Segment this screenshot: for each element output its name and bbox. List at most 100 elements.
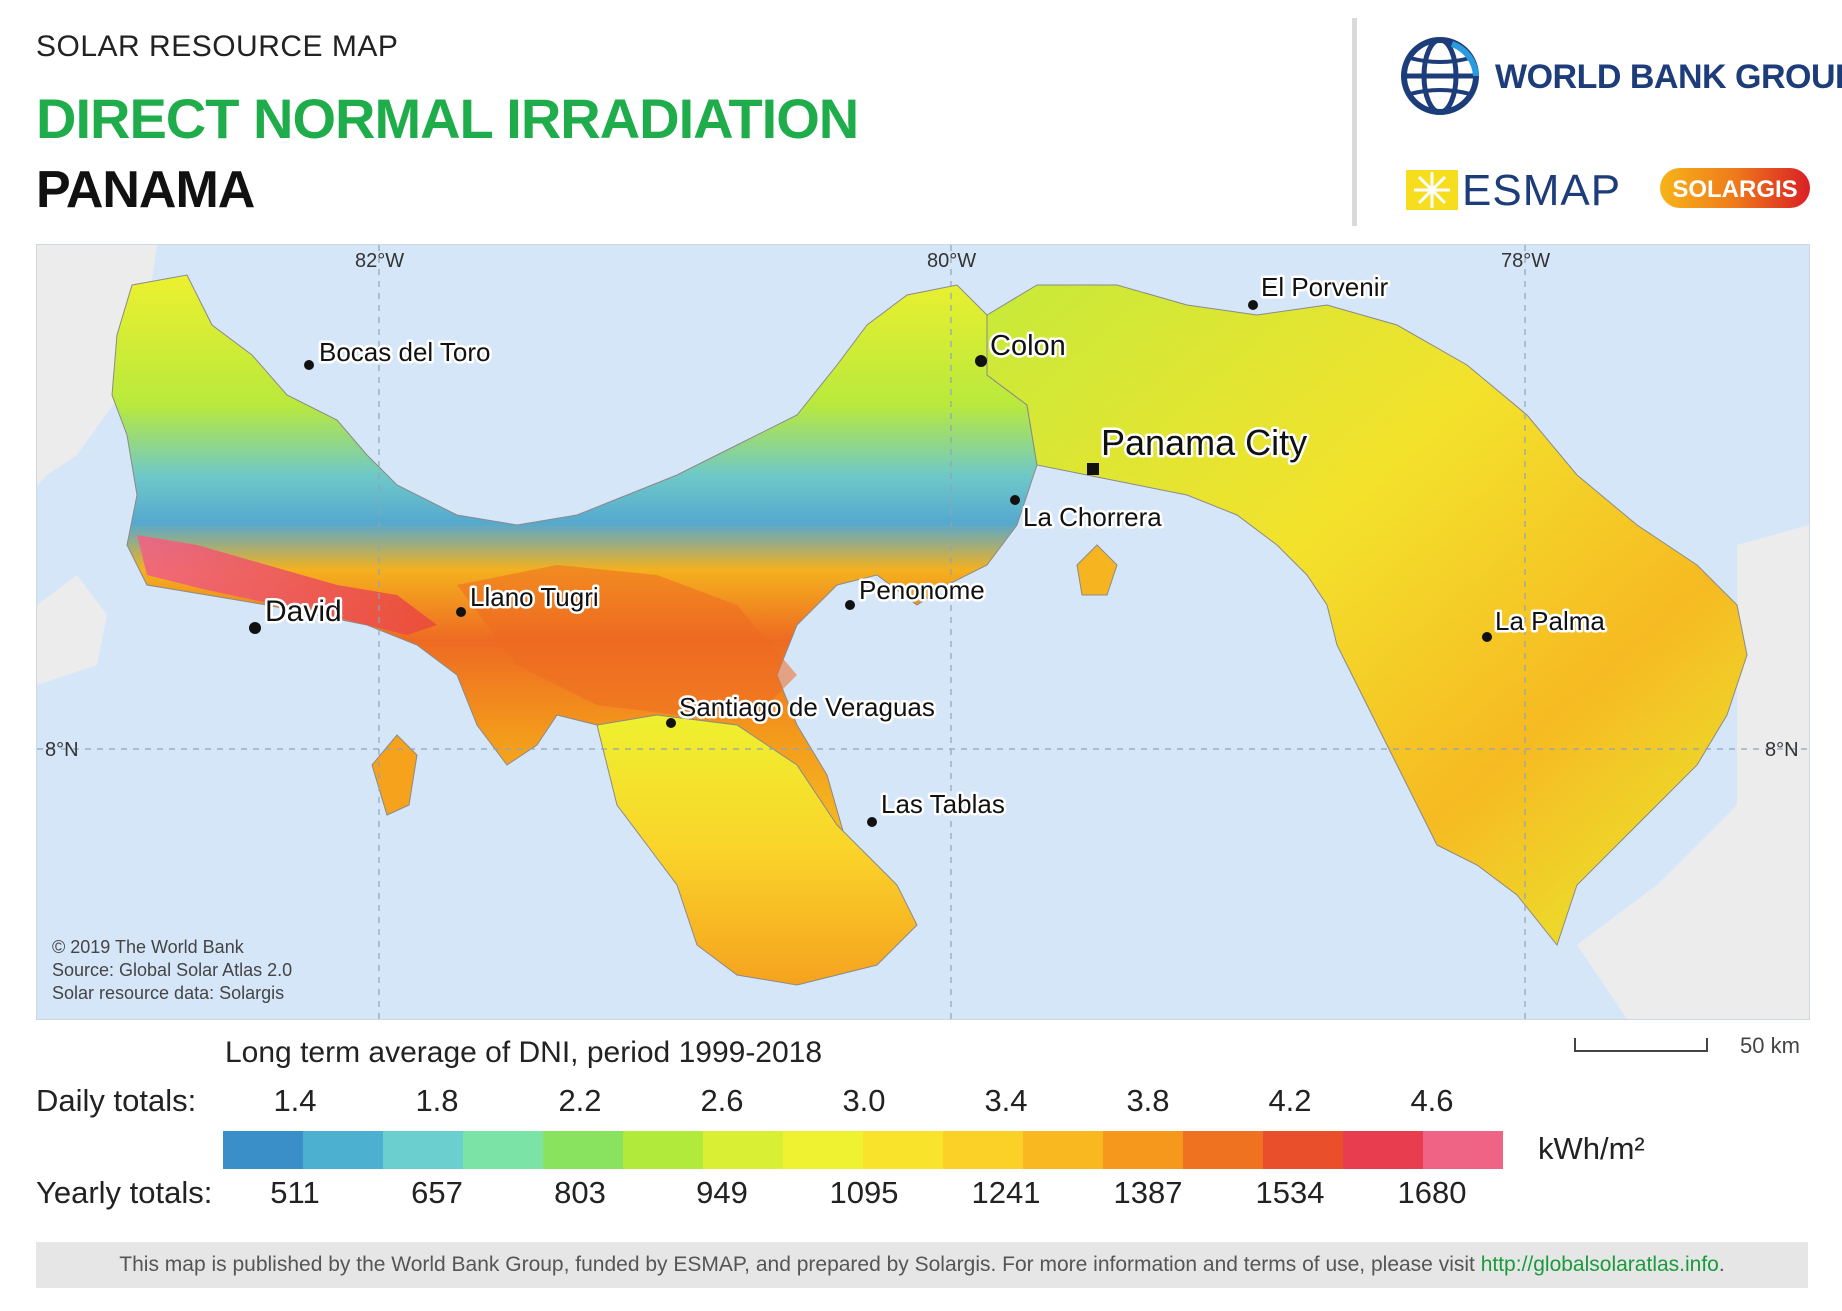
city-label: Colon xyxy=(990,330,1066,362)
legend-colorbar xyxy=(223,1131,1503,1169)
legend-swatch xyxy=(703,1131,783,1169)
solargis-logo: SOLARGIS xyxy=(1660,168,1810,208)
credit-line: Solar resource data: Solargis xyxy=(52,983,285,1003)
footer-text: This map is published by the World Bank … xyxy=(119,1253,1481,1276)
yearly-tick: 657 xyxy=(411,1175,463,1210)
city-marker xyxy=(867,817,877,827)
globe-icon xyxy=(1401,37,1479,115)
daily-tick: 3.8 xyxy=(1126,1083,1170,1118)
city-marker xyxy=(1010,495,1020,505)
city-el-porvenir[interactable]: El Porvenir xyxy=(1248,270,1391,310)
city-label: El Porvenir xyxy=(1261,272,1388,302)
graticule xyxy=(37,245,1809,1019)
panama-east-landmass xyxy=(986,284,1748,947)
coiba-island xyxy=(371,734,418,816)
credit-line: Source: Global Solar Atlas 2.0 xyxy=(52,960,293,980)
city-label: Bocas del Toro xyxy=(319,337,491,367)
footer-note: This map is published by the World Bank … xyxy=(36,1242,1808,1288)
lon-label-80w: 80°W xyxy=(927,250,976,272)
legend-swatch xyxy=(1183,1131,1263,1169)
world-bank-logo: WORLD BANK GROUP xyxy=(1400,36,1842,122)
yearly-tick: 1680 xyxy=(1397,1175,1467,1210)
daily-tick: 4.6 xyxy=(1410,1083,1454,1118)
legend-swatch xyxy=(1023,1131,1103,1169)
city-marker xyxy=(1248,300,1258,310)
legend-unit: kWh/m² xyxy=(1538,1131,1645,1166)
map-supertitle: SOLAR RESOURCE MAP xyxy=(36,30,399,63)
city-label: Llano Tugri xyxy=(470,582,599,612)
legend-swatch xyxy=(463,1131,543,1169)
city-marker xyxy=(249,622,261,634)
atlas-link[interactable]: http://globalsolaratlas.info xyxy=(1480,1253,1719,1276)
daily-totals-label: Daily totals: xyxy=(36,1083,197,1118)
footer-end: . xyxy=(1718,1253,1725,1276)
sunburst-icon xyxy=(1406,170,1458,210)
yearly-tick: 1387 xyxy=(1113,1175,1183,1210)
city-llano-tugri[interactable]: Llano Tugri xyxy=(456,580,601,617)
legend-swatch xyxy=(943,1131,1023,1169)
city-marker xyxy=(975,355,987,367)
city-la-palma[interactable]: La Palma xyxy=(1482,604,1608,642)
legend-swatch xyxy=(223,1131,303,1169)
azuero-peninsula xyxy=(596,714,918,986)
map-canvas: 82°W 80°W 78°W 8°N 8°N Bocas del Toro Co… xyxy=(37,245,1809,1019)
city-bocas-del-toro[interactable]: Bocas del Toro xyxy=(304,335,493,370)
credit-line: © 2019 The World Bank xyxy=(52,937,244,957)
daily-tick: 2.2 xyxy=(558,1083,602,1118)
esmap-wordmark: ESMAP xyxy=(1462,166,1622,215)
legend-swatch xyxy=(863,1131,943,1169)
city-label: Panama City xyxy=(1101,422,1307,463)
legend-swatch xyxy=(303,1131,383,1169)
city-marker xyxy=(1482,632,1492,642)
yearly-tick: 949 xyxy=(696,1175,748,1210)
city-las-tablas[interactable]: Las Tablas xyxy=(867,787,1007,827)
country-title: PANAMA xyxy=(36,161,255,219)
daily-tick: 1.4 xyxy=(273,1083,317,1118)
daily-tick: 2.6 xyxy=(700,1083,744,1118)
city-santiago-de-veraguas[interactable]: Santiago de Veraguas xyxy=(666,690,937,728)
scale-bar xyxy=(1574,1038,1708,1052)
costa-rica-landmass-south xyxy=(37,575,107,685)
map-credits: © 2019 The World Bank Source: Global Sol… xyxy=(52,936,292,1005)
city-panama-city[interactable]: Panama City xyxy=(1087,420,1310,475)
legend-swatch xyxy=(623,1131,703,1169)
pearl-islands xyxy=(1076,544,1118,596)
solar-map: 82°W 80°W 78°W 8°N 8°N Bocas del Toro Co… xyxy=(36,244,1810,1020)
legend-swatch xyxy=(1263,1131,1343,1169)
legend-swatch xyxy=(1343,1131,1423,1169)
yearly-tick: 511 xyxy=(270,1175,320,1210)
city-david[interactable]: David xyxy=(249,593,344,634)
city-colon[interactable]: Colon xyxy=(975,328,1068,367)
city-la-chorrera[interactable]: La Chorrera xyxy=(1010,495,1165,535)
city-label: Santiago de Veraguas xyxy=(679,692,935,722)
colombia-landmass xyxy=(1577,525,1809,1019)
daily-tick: 4.2 xyxy=(1268,1083,1312,1118)
city-label: La Chorrera xyxy=(1023,502,1162,532)
city-label: David xyxy=(265,595,342,628)
southern-orange-zone xyxy=(457,565,797,715)
daily-tick: 1.8 xyxy=(415,1083,459,1118)
capital-marker xyxy=(1087,463,1099,475)
daily-tick: 3.0 xyxy=(842,1083,886,1118)
yearly-tick: 803 xyxy=(554,1175,606,1210)
lat-label-8n-right: 8°N xyxy=(1765,739,1799,761)
lat-label-8n-left: 8°N xyxy=(45,739,79,761)
legend-swatch xyxy=(383,1131,463,1169)
yearly-tick: 1534 xyxy=(1255,1175,1325,1210)
esmap-logo: ESMAP xyxy=(1406,164,1620,216)
city-penonome[interactable]: Penonome xyxy=(845,573,987,610)
city-marker xyxy=(666,718,676,728)
city-label: La Palma xyxy=(1495,606,1605,636)
world-bank-wordmark: WORLD BANK GROUP xyxy=(1495,58,1842,96)
legend-swatch xyxy=(543,1131,623,1169)
yearly-tick: 1241 xyxy=(971,1175,1041,1210)
yearly-tick: 1095 xyxy=(829,1175,899,1210)
header-divider xyxy=(1352,18,1357,226)
legend-swatch xyxy=(783,1131,863,1169)
legend-swatch xyxy=(1103,1131,1183,1169)
legend-swatch xyxy=(1423,1131,1503,1169)
lon-label-82w: 82°W xyxy=(355,250,404,272)
daily-tick: 3.4 xyxy=(984,1083,1028,1118)
solargis-wordmark: SOLARGIS xyxy=(1672,176,1798,203)
city-marker xyxy=(304,360,314,370)
